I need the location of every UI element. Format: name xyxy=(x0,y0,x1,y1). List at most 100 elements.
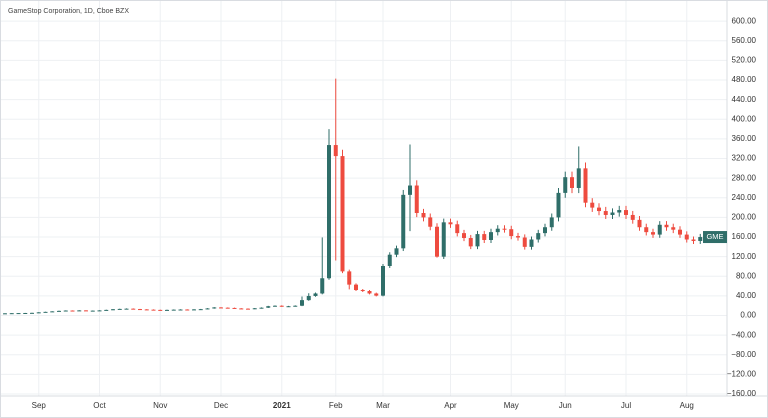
candle-body xyxy=(610,212,615,215)
candle-body xyxy=(90,310,95,312)
candle-body xyxy=(644,227,649,233)
candle-body xyxy=(165,309,169,311)
candle-body xyxy=(327,145,331,279)
x-tick-label: May xyxy=(504,401,519,410)
candle-body xyxy=(178,309,183,311)
candle-body xyxy=(239,308,244,310)
candle-body xyxy=(225,307,230,309)
candle-body xyxy=(205,308,210,310)
candle-body xyxy=(381,265,385,296)
x-tick-label: Oct xyxy=(93,401,106,410)
candle-body xyxy=(57,310,61,312)
candle-body xyxy=(462,233,466,239)
candle-body xyxy=(536,233,541,240)
candle-body xyxy=(97,310,102,312)
candle-body xyxy=(198,309,203,311)
x-tick-label: Dec xyxy=(214,401,228,410)
candle-body xyxy=(630,214,635,220)
y-tick-label: 0.00 xyxy=(740,311,756,320)
candle-body xyxy=(637,219,642,228)
candle-body xyxy=(340,156,345,272)
candle-body xyxy=(475,234,480,247)
candle-body xyxy=(495,228,500,233)
candle-body xyxy=(252,308,257,310)
candle-body xyxy=(300,300,304,306)
candle-body xyxy=(77,310,82,312)
candle-body xyxy=(117,308,122,310)
candle-body xyxy=(246,308,250,310)
candle-body xyxy=(576,168,581,188)
candle-body xyxy=(151,309,156,311)
candle-body xyxy=(698,237,703,241)
candle-body xyxy=(421,213,426,218)
candle-body xyxy=(9,313,14,315)
candle-body xyxy=(293,305,298,307)
candle-body xyxy=(286,306,291,308)
y-tick-label: 400.00 xyxy=(732,114,757,123)
candle-body xyxy=(489,232,493,240)
x-tick-label: Apr xyxy=(444,401,457,410)
candle-body xyxy=(144,309,149,311)
candle-body xyxy=(549,217,554,228)
candle-body xyxy=(50,311,55,313)
candle-body xyxy=(354,284,358,291)
x-tick-label: Nov xyxy=(153,401,167,410)
candle-body xyxy=(691,239,696,241)
candle-body xyxy=(36,312,41,314)
candle-body xyxy=(516,236,520,238)
y-tick-label: 80.00 xyxy=(736,271,757,280)
y-tick-label: 40.00 xyxy=(736,291,757,300)
candle-body xyxy=(509,229,514,237)
candle-body xyxy=(347,271,352,285)
x-tick-label: Feb xyxy=(329,401,343,410)
candle-body xyxy=(408,185,412,195)
candle-body xyxy=(171,309,176,311)
candle-body xyxy=(360,290,365,292)
y-tick-label: 200.00 xyxy=(732,213,757,222)
candle-body xyxy=(16,313,21,315)
candle-body xyxy=(273,305,277,307)
candle-body xyxy=(597,207,601,212)
y-tick-label: 520.00 xyxy=(732,56,757,65)
candle-body xyxy=(367,291,372,294)
x-tick-label: Jun xyxy=(559,401,572,410)
candle-body xyxy=(138,309,142,311)
x-tick-label: 2021 xyxy=(273,401,291,410)
price-badge xyxy=(703,231,727,244)
y-tick-label: 480.00 xyxy=(732,75,757,84)
y-tick-label: 240.00 xyxy=(732,193,757,202)
candle-body xyxy=(111,309,115,311)
candle-body xyxy=(374,293,379,296)
candle-body xyxy=(43,311,48,313)
y-tick-label: −80.00 xyxy=(731,350,756,359)
candle-body xyxy=(279,305,284,307)
candle-body xyxy=(522,237,527,247)
candle-body xyxy=(158,309,163,311)
candle-body xyxy=(617,210,622,213)
chart-title: GameStop Corporation, 1D, Cboe BZX xyxy=(8,8,129,15)
candle-body xyxy=(563,177,568,193)
y-tick-label: −40.00 xyxy=(731,330,756,339)
candle-body xyxy=(603,211,608,215)
candle-body xyxy=(104,309,109,311)
candle-body xyxy=(185,309,190,311)
candle-body xyxy=(671,227,676,230)
y-tick-label: −160.00 xyxy=(727,389,757,398)
candle-body xyxy=(441,222,446,257)
candle-body xyxy=(455,224,460,234)
candle-body xyxy=(570,177,574,188)
candle-body xyxy=(131,308,136,310)
y-tick-label: 120.00 xyxy=(732,252,757,261)
candle-body xyxy=(664,224,669,228)
candle-body xyxy=(84,310,88,312)
candle-body xyxy=(435,226,439,257)
candle-body xyxy=(583,168,588,203)
candle-body xyxy=(63,310,68,312)
y-tick-label: 360.00 xyxy=(732,134,757,143)
candle-body xyxy=(428,217,433,227)
candle-body xyxy=(502,228,507,230)
y-tick-label: 280.00 xyxy=(732,173,757,182)
candle-body xyxy=(448,222,453,225)
